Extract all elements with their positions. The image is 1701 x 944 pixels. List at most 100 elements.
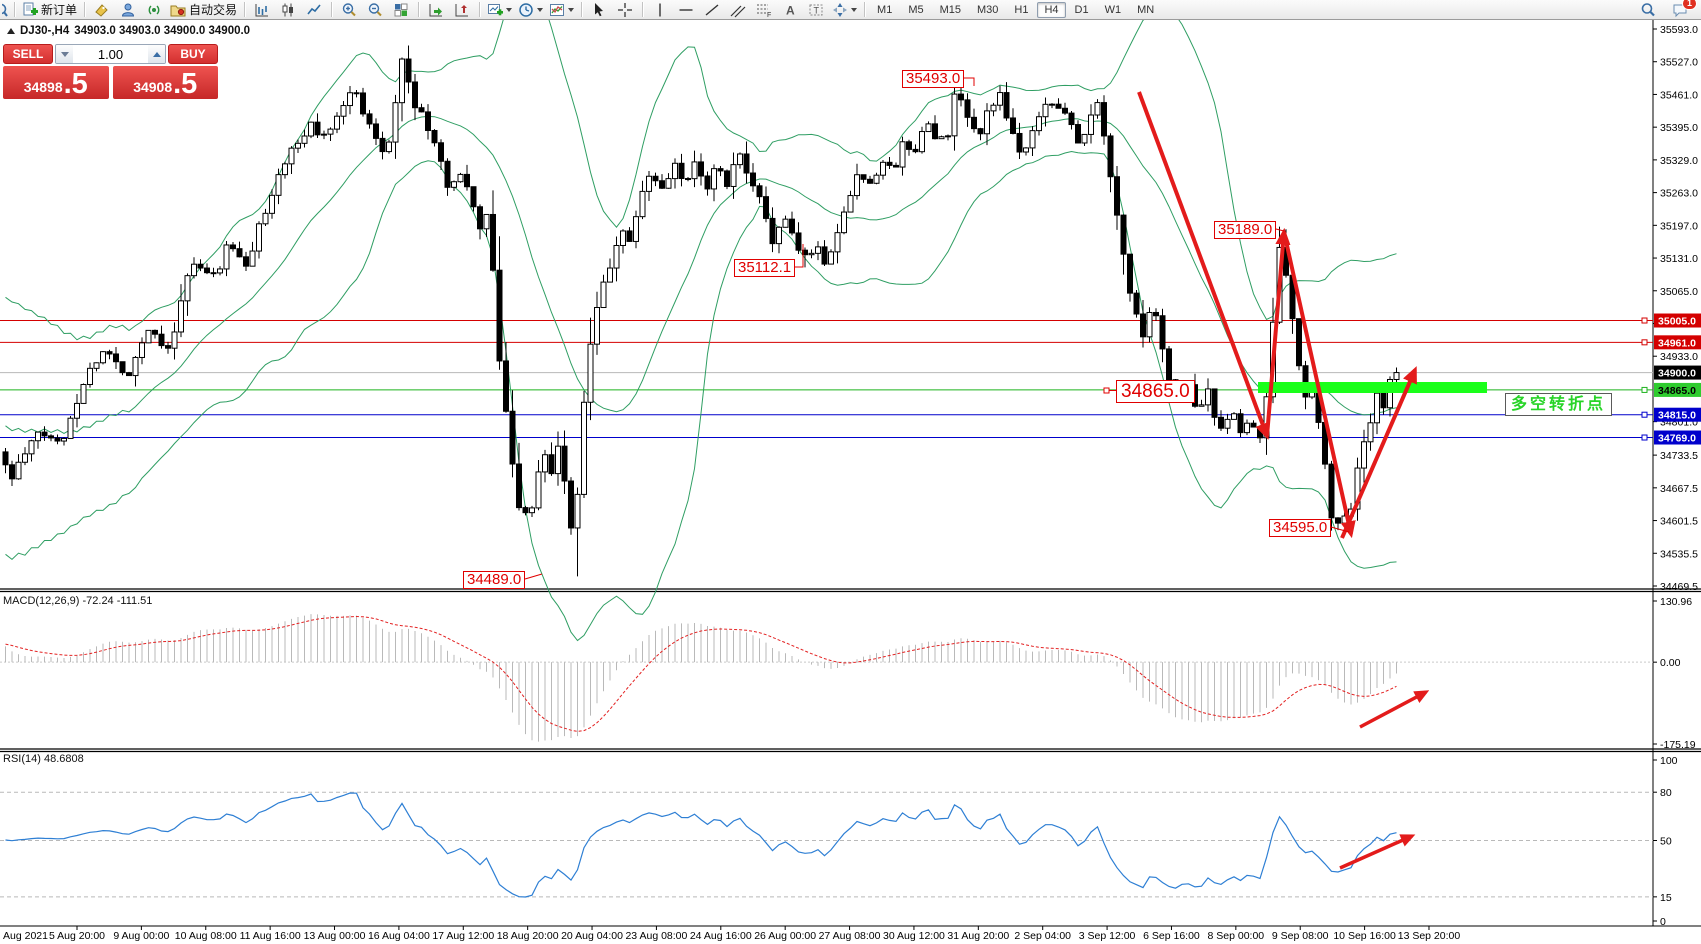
auto-scroll-button[interactable] — [423, 0, 449, 20]
buy-price[interactable]: 34908 .5 — [112, 66, 218, 100]
line-chart-button[interactable] — [301, 0, 327, 20]
price-badge-34961.0 — [1654, 335, 1701, 350]
tile-windows-icon — [394, 3, 408, 16]
market-depth-button[interactable] — [89, 0, 115, 20]
price-badge-34865.0 — [1654, 382, 1701, 397]
profiles-button[interactable] — [515, 0, 546, 20]
crosshair-button[interactable] — [612, 0, 638, 20]
trendline-button[interactable] — [699, 0, 725, 20]
crosshair-icon — [618, 2, 633, 17]
trendline-icon — [705, 3, 719, 16]
candles[interactable] — [2, 45, 1400, 577]
clock-icon — [519, 2, 533, 17]
zoom-out-icon — [368, 2, 382, 16]
timeframe-M5[interactable]: M5 — [908, 3, 924, 16]
chart-settings-button[interactable] — [546, 0, 577, 20]
zoom-out-button[interactable] — [362, 0, 388, 20]
timeframe-M30[interactable]: M30 — [977, 3, 999, 16]
price-badge-35005.0 — [1654, 313, 1701, 328]
arrows-tool-button[interactable] — [829, 0, 860, 20]
chart-shift-icon — [455, 3, 469, 16]
horizontal-line-button[interactable] — [673, 0, 699, 20]
auto-scroll-icon — [429, 3, 443, 16]
text-tool-button[interactable]: A — [777, 0, 803, 20]
auto-trading-button[interactable]: 自动交易 — [167, 0, 240, 20]
separator — [479, 2, 481, 17]
dropdown-caret — [851, 7, 858, 12]
volume-increase-button[interactable] — [148, 45, 165, 63]
svg-text:23 Aug 08:00: 23 Aug 08:00 — [625, 930, 687, 942]
svg-text:16 Aug 04:00: 16 Aug 04:00 — [368, 930, 430, 942]
separator — [84, 2, 86, 17]
cursor-icon — [595, 2, 604, 16]
text-label-button[interactable]: T — [803, 0, 829, 20]
buy-price-pips: .5 — [173, 68, 198, 100]
sell-button[interactable]: SELL — [3, 44, 53, 64]
svg-text:35005.0: 35005.0 — [1658, 316, 1696, 328]
price-annotation-35112[interactable]: 35112.1 — [734, 259, 796, 277]
svg-text:11 Aug 16:00: 11 Aug 16:00 — [240, 930, 301, 942]
search-button[interactable] — [1635, 0, 1661, 20]
bar-chart-button[interactable] — [249, 0, 275, 20]
chart-area[interactable]: 35593.0 35527.0 35461.0 35395.0 35329.0 35263… — [0, 20, 1701, 944]
volume-input[interactable] — [73, 45, 148, 63]
chart-settings-icon — [550, 3, 565, 16]
bar-chart-icon — [255, 3, 269, 16]
svg-text:10 Sep 16:00: 10 Sep 16:00 — [1333, 930, 1396, 942]
macd-indicator — [5, 614, 1397, 742]
sell-price[interactable]: 34898 .5 — [3, 66, 109, 99]
candlestick-button[interactable] — [275, 0, 301, 20]
price-annotation-35189[interactable]: 35189.0 — [1214, 221, 1277, 239]
chart-canvas[interactable]: 35593.0 35527.0 35461.0 35395.0 35329.0 35263… — [0, 20, 1701, 944]
price-annotation-35493[interactable]: 35493.0 — [902, 70, 965, 88]
price-badge-34815.0 — [1654, 407, 1701, 422]
one-click-trading-panel: SELL BUY 34898 .5 34908 .5 — [3, 44, 218, 100]
svg-text:80: 80 — [1660, 787, 1672, 799]
rsi-label: RSI(14) 48.6808 — [3, 753, 84, 765]
community-button[interactable] — [115, 0, 141, 20]
green-highlight-bar[interactable] — [1258, 382, 1487, 393]
horizontal-level-lines[interactable] — [0, 320, 1653, 439]
timeframe-W1[interactable]: W1 — [1104, 3, 1122, 16]
tile-windows-button[interactable] — [388, 0, 414, 20]
svg-text:34865.0: 34865.0 — [1658, 385, 1696, 397]
trend-arrows[interactable] — [1137, 91, 1430, 870]
timeframe-M1[interactable]: M1 — [877, 3, 893, 16]
timeframe-H1[interactable]: H1 — [1014, 3, 1029, 16]
new-order-button[interactable]: 新订单 — [19, 0, 80, 20]
symbol-collapse-icon[interactable] — [7, 28, 15, 34]
volume-decrease-button[interactable] — [56, 45, 73, 63]
timeframe-M15[interactable]: M15 — [939, 3, 961, 16]
new-chart-button[interactable] — [484, 0, 515, 20]
timeframe-H4[interactable]: H4 — [1037, 1, 1066, 18]
svg-text:35197.0: 35197.0 — [1660, 220, 1698, 232]
clipped-toolbar-icon[interactable] — [2, 2, 10, 18]
timeframe-MN[interactable]: MN — [1137, 3, 1155, 16]
person-icon — [122, 3, 135, 16]
pivot-note[interactable]: 多空转折点 — [1505, 393, 1613, 416]
price-annotation-34865[interactable]: 34865.0 — [1116, 380, 1195, 403]
buy-button[interactable]: BUY — [168, 44, 218, 64]
channel-icon — [730, 5, 746, 17]
cursor-button[interactable] — [586, 0, 612, 20]
signals-button[interactable] — [141, 0, 167, 20]
horizontal-line-icon — [679, 8, 693, 11]
separator — [244, 2, 246, 17]
caret-down-icon — [60, 51, 69, 57]
channel-button[interactable] — [725, 0, 751, 20]
separator — [14, 2, 15, 17]
notifications-button[interactable]: 1 — [1667, 0, 1697, 20]
search-icon — [1641, 2, 1655, 16]
zoom-in-button[interactable] — [336, 0, 362, 20]
fibonacci-button[interactable]: F — [751, 0, 777, 20]
price-annotation-34595[interactable]: 34595.0 — [1269, 519, 1332, 537]
svg-text:35065.0: 35065.0 — [1660, 286, 1698, 298]
timeframe-D1[interactable]: D1 — [1074, 3, 1089, 16]
price-tag-icon — [95, 3, 108, 17]
vertical-line-button[interactable] — [647, 0, 673, 20]
price-annotation-34489[interactable]: 34489.0 — [463, 571, 526, 589]
buy-price-main: 34908 — [133, 79, 173, 95]
chart-shift-button[interactable] — [449, 0, 475, 20]
svg-text:34933.0: 34933.0 — [1660, 351, 1698, 363]
separator — [331, 2, 333, 17]
